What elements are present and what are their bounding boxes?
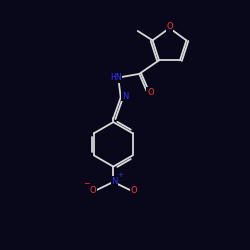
Text: +: +	[118, 172, 124, 178]
Text: O: O	[166, 22, 173, 31]
Text: N: N	[111, 177, 118, 186]
Text: −: −	[83, 179, 89, 188]
Text: O: O	[147, 88, 154, 97]
Text: HN: HN	[110, 73, 122, 82]
Text: O: O	[90, 186, 96, 195]
Text: N: N	[122, 92, 128, 101]
Text: O: O	[130, 186, 137, 195]
